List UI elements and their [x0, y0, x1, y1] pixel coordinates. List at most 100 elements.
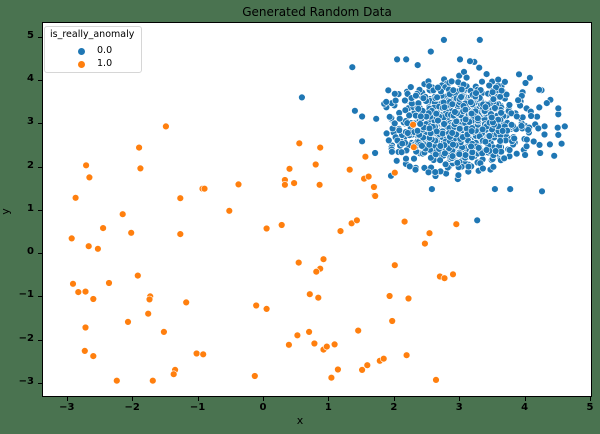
data-point	[418, 142, 426, 150]
data-point	[521, 79, 530, 87]
data-point	[400, 217, 409, 226]
data-point	[424, 168, 433, 177]
data-point	[476, 36, 484, 44]
data-point	[81, 347, 89, 355]
data-point	[502, 90, 511, 99]
data-point	[488, 113, 496, 122]
data-point	[467, 98, 475, 106]
data-point	[467, 142, 475, 151]
data-point	[353, 216, 361, 225]
legend-entry-anomaly: 1.0	[45, 58, 141, 72]
data-point	[501, 78, 509, 86]
data-point	[192, 349, 201, 358]
x-tick-label: 4	[521, 402, 529, 413]
x-tick-label: −3	[59, 402, 75, 413]
data-point	[94, 245, 102, 253]
data-point	[561, 122, 569, 131]
plot-area	[42, 22, 592, 397]
data-point	[540, 130, 549, 139]
y-tick-mark	[38, 339, 42, 341]
data-point	[81, 287, 90, 296]
legend-label: 1.0	[97, 58, 113, 69]
data-point	[406, 162, 414, 171]
data-point	[448, 129, 456, 137]
data-point	[385, 136, 393, 145]
data-point	[391, 261, 399, 269]
data-point	[513, 112, 521, 121]
data-point	[346, 166, 354, 174]
x-tick-mark	[132, 397, 134, 401]
x-tick-mark	[263, 397, 264, 401]
data-point	[449, 86, 457, 94]
x-tick-mark	[66, 397, 68, 401]
data-point	[409, 120, 417, 129]
data-point	[398, 139, 406, 148]
data-point	[441, 149, 449, 158]
data-point	[526, 74, 534, 82]
data-point	[510, 134, 518, 143]
y-tick-mark	[38, 80, 42, 81]
data-point	[455, 150, 463, 158]
data-point	[431, 168, 439, 176]
data-point	[314, 294, 322, 302]
data-point	[473, 216, 481, 225]
data-point	[425, 124, 434, 133]
data-point	[404, 129, 412, 137]
data-point	[388, 148, 396, 156]
data-point	[468, 148, 476, 157]
data-point	[491, 147, 500, 155]
data-point	[540, 122, 549, 131]
data-point	[497, 86, 506, 95]
x-tick-mark	[328, 397, 330, 401]
data-point	[89, 295, 97, 303]
data-point	[262, 305, 271, 313]
data-point	[281, 181, 289, 189]
data-point	[523, 135, 531, 144]
y-tick-label: 2	[27, 159, 34, 171]
data-point	[363, 361, 371, 369]
data-point	[84, 242, 93, 250]
data-point	[176, 194, 185, 202]
data-point	[149, 377, 157, 385]
data-point	[290, 179, 298, 187]
data-point	[401, 96, 409, 105]
data-point	[554, 131, 562, 139]
data-point	[419, 94, 428, 102]
data-point	[535, 103, 543, 112]
data-point	[319, 255, 328, 263]
data-point	[396, 114, 404, 123]
data-point	[354, 326, 362, 335]
data-point	[481, 137, 490, 146]
data-point	[464, 162, 473, 171]
data-point	[498, 127, 507, 135]
data-point	[507, 121, 516, 129]
legend-label: 0.0	[97, 45, 113, 56]
data-point	[410, 143, 418, 151]
data-point	[176, 230, 185, 238]
x-tick-label: 1	[324, 402, 332, 413]
data-point	[316, 143, 324, 152]
data-point	[310, 339, 319, 348]
x-tick-label: 5	[586, 402, 594, 413]
y-tick-label: −1	[18, 289, 34, 301]
data-point	[434, 116, 442, 125]
data-point	[534, 124, 542, 133]
data-point	[432, 376, 440, 384]
data-point	[479, 164, 487, 173]
y-tick-mark	[38, 36, 42, 38]
data-point	[485, 132, 494, 140]
data-point	[402, 155, 410, 163]
data-point	[68, 234, 76, 243]
data-point	[169, 370, 178, 378]
data-point	[372, 115, 380, 123]
data-point	[145, 295, 154, 304]
data-point	[496, 137, 504, 145]
data-point	[522, 142, 531, 151]
x-tick-mark	[197, 397, 199, 401]
data-point	[361, 153, 370, 161]
x-tick-mark	[590, 397, 591, 401]
y-tick-label: −3	[18, 375, 34, 387]
data-point	[456, 124, 464, 133]
data-point	[440, 103, 449, 111]
